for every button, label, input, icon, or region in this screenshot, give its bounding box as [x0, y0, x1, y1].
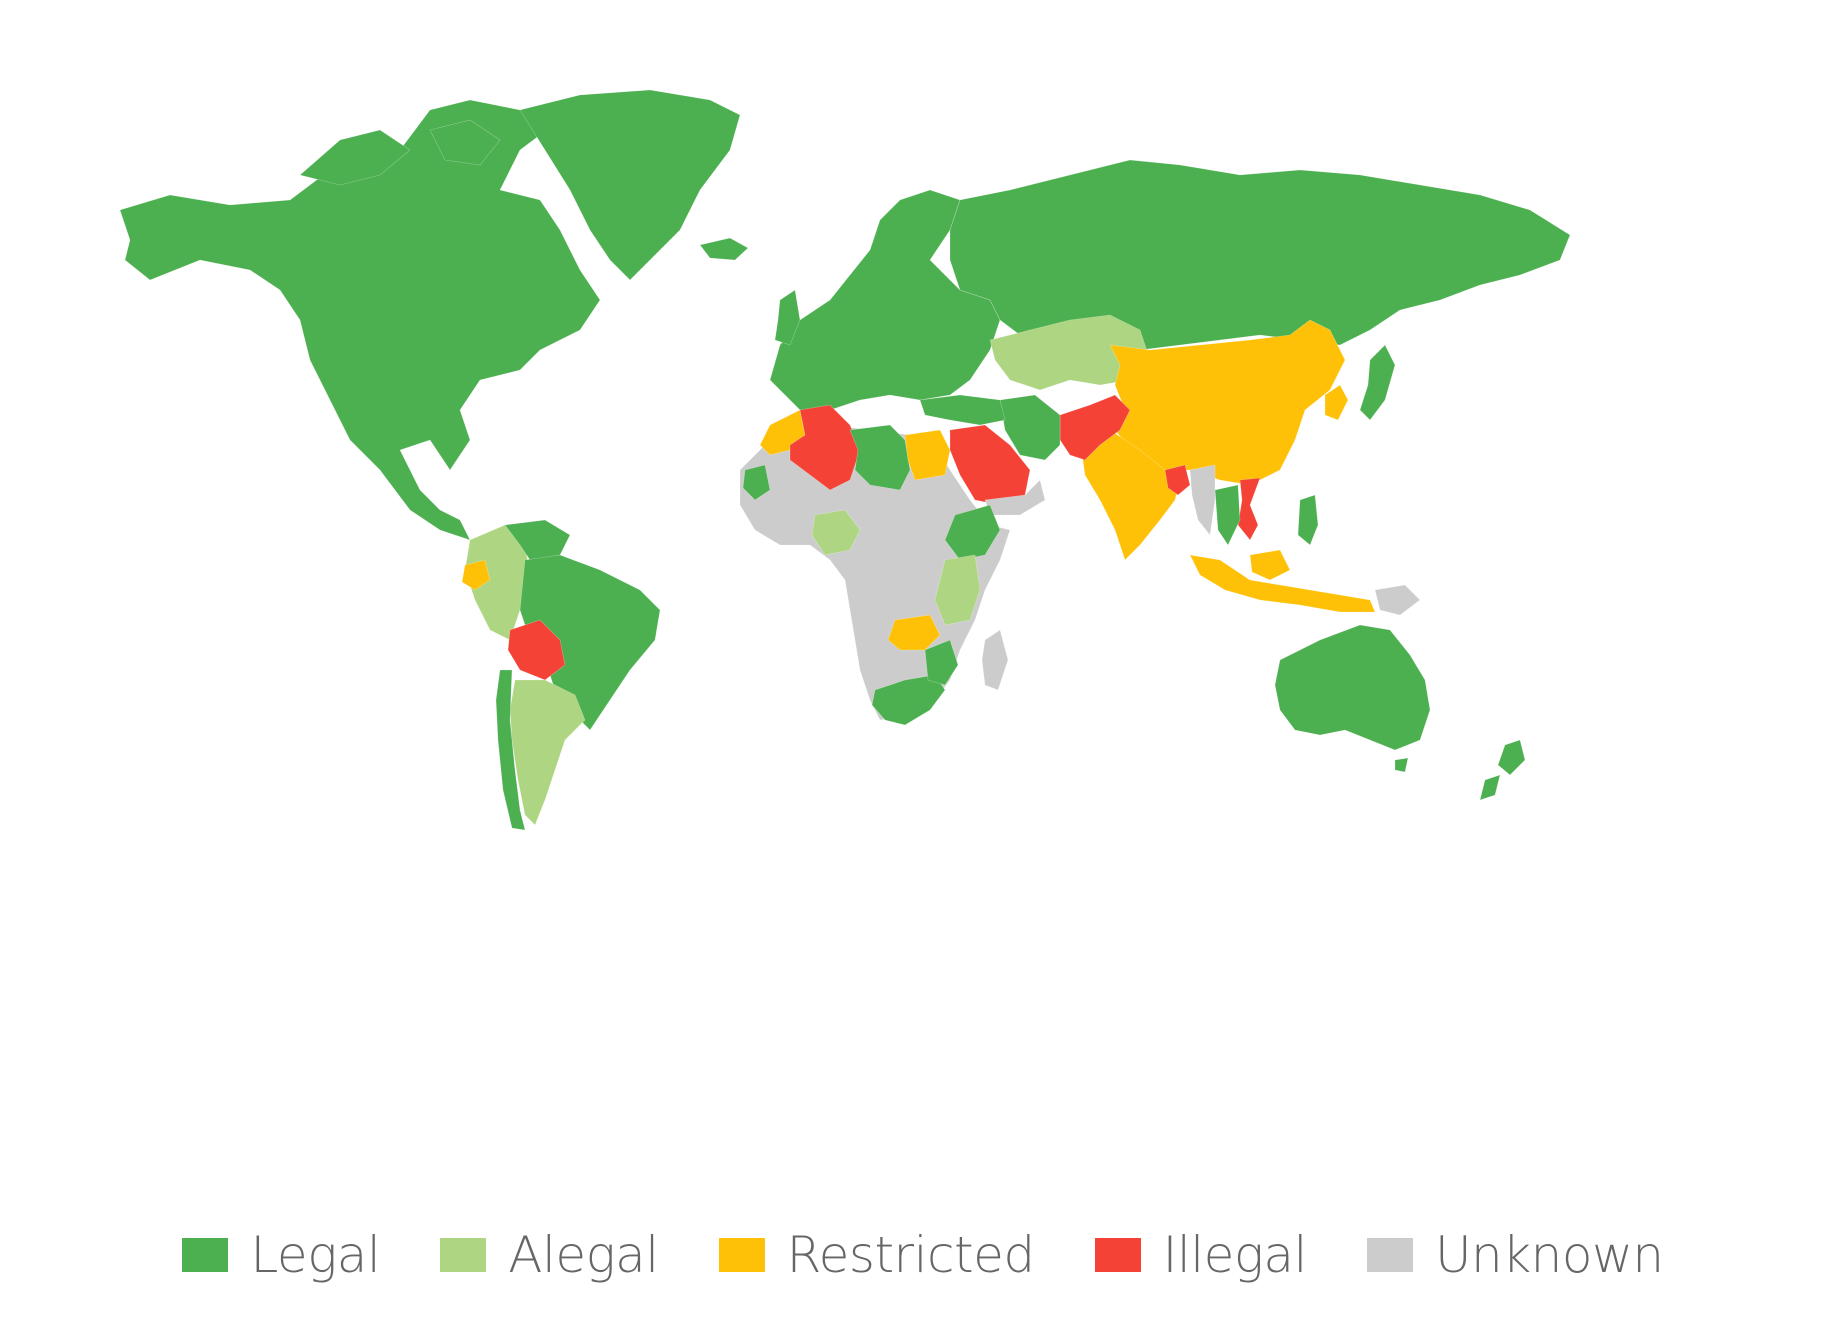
region-japan [1359, 344, 1396, 421]
legend-swatch-unknown [1366, 1238, 1413, 1272]
legend-label-alegal: Alegal [508, 1226, 659, 1284]
region-australia [1394, 757, 1409, 773]
region-indonesia [1249, 549, 1291, 581]
region-philippines [1297, 494, 1319, 546]
legend-item-legal: Legal [178, 1226, 381, 1284]
legend-item-restricted: Restricted [715, 1226, 1035, 1284]
region-indonesia [1189, 554, 1376, 613]
region-china [1324, 384, 1349, 421]
legend-swatch-alegal [440, 1238, 487, 1272]
region-north-america [299, 129, 411, 186]
legend-label-illegal: Illegal [1162, 1226, 1308, 1284]
legend-label-restricted: Restricted [786, 1226, 1035, 1284]
region-bangladesh [1164, 464, 1191, 496]
region-north-america [429, 119, 501, 166]
legend-label-unknown: Unknown [1434, 1226, 1664, 1284]
region-south-africa [871, 674, 946, 726]
region-north-america [119, 99, 601, 541]
region-europe [774, 289, 801, 346]
region-south-africa [924, 639, 959, 686]
region-kenya-tanzania [934, 554, 981, 626]
region-algeria [789, 404, 861, 491]
map-legend: Legal Alegal Restricted Illegal Unknown [0, 1210, 1842, 1300]
region-china [1214, 484, 1241, 546]
legend-swatch-legal [182, 1238, 229, 1272]
region-new-zealand [1497, 739, 1526, 776]
legend-item-illegal: Illegal [1091, 1226, 1307, 1284]
region-europe [919, 394, 1006, 426]
region-bolivia [507, 619, 566, 681]
legend-swatch-restricted [718, 1238, 765, 1272]
region-australia [1274, 624, 1431, 751]
region-pakistan-afghanistan [1059, 394, 1131, 461]
region-chile [495, 669, 526, 831]
region-new-zealand [1479, 774, 1501, 801]
region-europe [769, 189, 1001, 411]
region-argentina-paraguay [509, 679, 586, 826]
region-libya [849, 424, 911, 491]
region-greenland [519, 89, 741, 281]
region-europe [699, 237, 749, 261]
region-myanmar [1189, 464, 1216, 536]
region-egypt [904, 429, 951, 481]
region-nigeria [811, 509, 861, 556]
legend-item-unknown: Unknown [1363, 1226, 1664, 1284]
region-russia [949, 159, 1571, 351]
legend-label-legal: Legal [250, 1226, 381, 1284]
region-papua-new-guinea [1374, 584, 1421, 616]
legend-item-alegal: Alegal [436, 1226, 659, 1284]
region-ecuador [461, 559, 491, 591]
region-madagascar [981, 629, 1009, 691]
legend-swatch-illegal [1094, 1238, 1141, 1272]
region-africa-most [742, 464, 771, 501]
region-india [1079, 429, 1181, 561]
region-vietnam [1237, 477, 1261, 541]
region-ethiopia [944, 504, 1001, 561]
region-iran [999, 394, 1061, 461]
